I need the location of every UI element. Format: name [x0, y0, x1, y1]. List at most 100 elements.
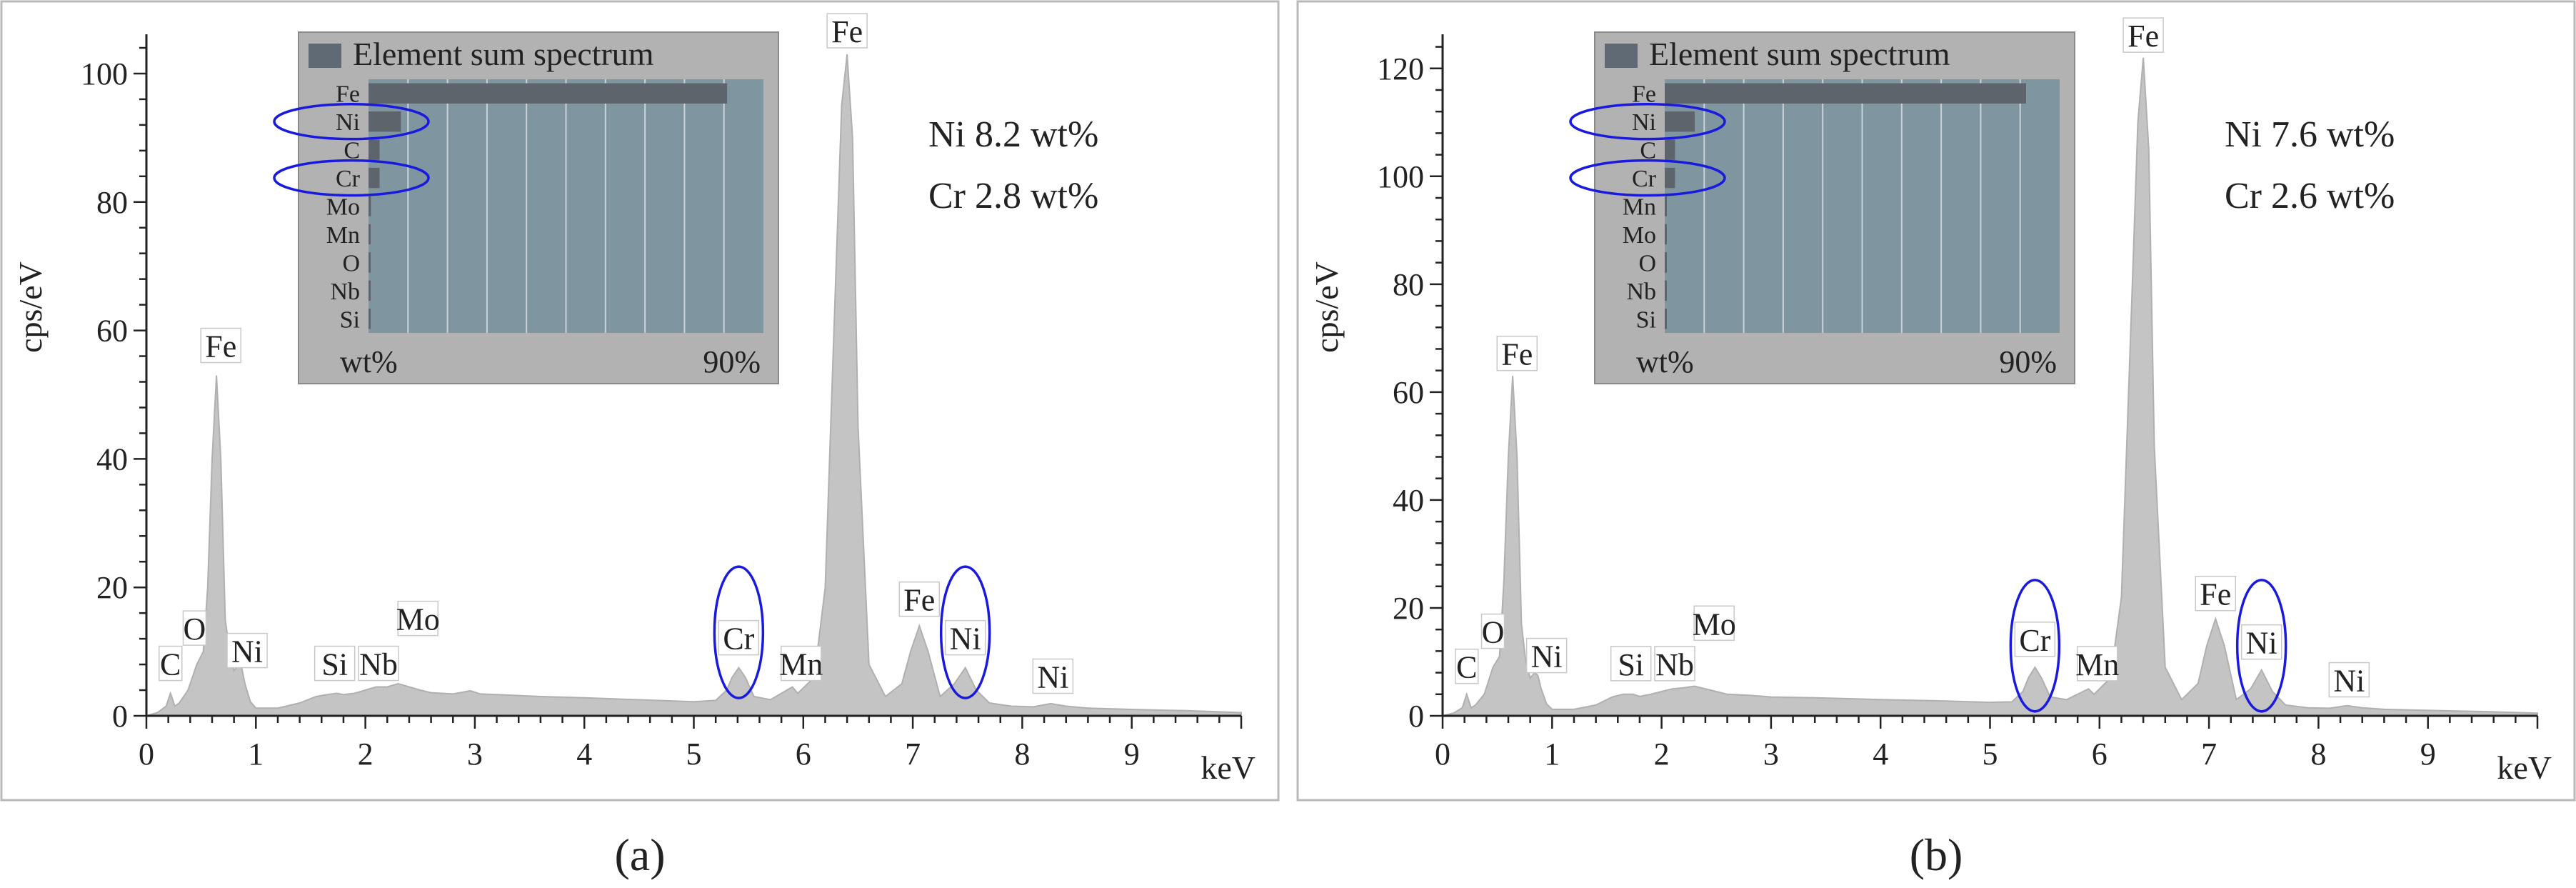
inset-bar [1665, 309, 1667, 329]
peak-label-box [1610, 646, 1652, 682]
x-tick-label: 6 [2092, 737, 2108, 772]
y-tick-label: 60 [96, 314, 128, 349]
x-tick-label: 1 [248, 737, 264, 772]
inset-bar [1665, 196, 1667, 216]
inset-bar [369, 196, 371, 216]
x-tick-label: 7 [905, 737, 921, 772]
peak-label-box [2195, 575, 2237, 612]
y-axis-label: cps/eV [1308, 261, 1345, 353]
peak-label: Fe [2200, 577, 2231, 612]
x-tick-label: 0 [1435, 737, 1450, 772]
peak-label: Mn [2075, 647, 2119, 682]
x-tick-label: 9 [1124, 737, 1140, 772]
inset-bar [369, 309, 371, 329]
peak-label: Ni [231, 634, 263, 669]
x-axis-label: keV [1201, 749, 1256, 786]
inset-bar [369, 111, 401, 132]
inset-element-label: Mn [1623, 194, 1656, 221]
peak-label: Fe [2128, 19, 2159, 54]
peak-label: Fe [205, 329, 236, 364]
peak-label-box [780, 645, 822, 682]
spectrum-area [146, 54, 1242, 717]
inset-element-label: Cr [1632, 166, 1657, 192]
inset-x-label-right: 90% [703, 344, 761, 379]
x-tick-label: 7 [2201, 737, 2217, 772]
y-tick-label: 0 [1408, 699, 1424, 734]
peak-label: O [1482, 615, 1505, 650]
inset-bar [1665, 139, 1675, 160]
peak-label-box [1480, 613, 1505, 649]
inset-element-label: Si [1636, 306, 1656, 333]
peak-label-box [2123, 17, 2164, 53]
inset-element-label: Ni [336, 109, 360, 136]
peak-label-box [1496, 335, 1538, 371]
peak-label-box [1693, 605, 1735, 642]
x-tick-label: 6 [796, 737, 811, 772]
peak-label: Cr [723, 622, 754, 657]
inset-element-label: Si [340, 306, 360, 333]
y-tick-label: 40 [96, 441, 128, 477]
peak-label: Mn [779, 647, 823, 682]
y-tick-label: 60 [1393, 375, 1424, 410]
x-tick-label: 8 [2310, 737, 2326, 772]
y-tick-label: 100 [81, 56, 128, 91]
x-tick-label: 3 [1763, 737, 1779, 772]
inset-bar [1665, 280, 1667, 301]
panel-label: (a) [614, 829, 665, 880]
peak-label: Si [1618, 647, 1644, 682]
peak-label: Ni [1037, 660, 1068, 695]
inset-highlight-ellipse [273, 102, 430, 141]
peak-label: Nb [359, 647, 398, 682]
inset-bar [369, 139, 380, 160]
inset-legend-swatch [309, 44, 341, 68]
inset-bar [369, 252, 371, 273]
y-tick-label: 40 [1393, 483, 1424, 518]
inset-element-label: Nb [330, 279, 360, 305]
composition-text: Cr 2.6 wt% [2225, 176, 2395, 216]
inset-element-label: C [344, 138, 360, 164]
inset-bar [1665, 224, 1667, 245]
inset-element-label: O [342, 250, 360, 276]
inset-bar [1665, 83, 2026, 104]
inset-bar [369, 83, 728, 104]
peak-label-box [2076, 646, 2118, 682]
peak-label-box [826, 13, 868, 49]
inset-highlight-ellipse [273, 159, 430, 197]
peak-label-box [226, 632, 268, 669]
inset-bar [1665, 252, 1667, 273]
highlight-ellipse [2009, 579, 2061, 713]
composition-text: Ni 7.6 wt% [2225, 114, 2395, 155]
x-tick-label: 0 [139, 737, 154, 772]
y-tick-label: 20 [96, 570, 128, 605]
inset-bar [1665, 167, 1675, 189]
x-tick-label: 5 [686, 737, 702, 772]
peak-label-box [1454, 648, 1479, 684]
peak-label-box [314, 645, 356, 682]
inset-x-label-left: wt% [340, 344, 398, 379]
inset-x-label-left: wt% [1636, 344, 1694, 379]
panel-label: (b) [1910, 829, 1963, 880]
highlight-ellipse [939, 565, 991, 699]
peak-label-box [182, 610, 207, 646]
inset-title: Element sum spectrum [1649, 36, 1950, 72]
y-axis-label: cps/eV [12, 261, 49, 353]
x-tick-label: 9 [2420, 737, 2436, 772]
inset-element-label: O [1638, 250, 1656, 276]
x-axis-label: keV [2497, 749, 2552, 786]
peak-label: O [184, 612, 206, 647]
inset-element-label: Mo [1623, 222, 1656, 249]
y-tick-label: 20 [1393, 591, 1424, 626]
peak-label: Fe [903, 583, 935, 618]
peak-label: Mo [396, 602, 440, 637]
x-tick-label: 4 [576, 737, 592, 772]
spectrum-area [1442, 57, 2538, 717]
x-tick-label: 4 [1873, 737, 1888, 772]
x-tick-label: 2 [358, 737, 374, 772]
peak-label-box [158, 645, 183, 682]
peak-label-box [1032, 658, 1074, 694]
y-tick-label: 80 [96, 185, 128, 220]
peak-label: Si [321, 647, 348, 682]
inset-element-label: Mo [326, 194, 360, 221]
